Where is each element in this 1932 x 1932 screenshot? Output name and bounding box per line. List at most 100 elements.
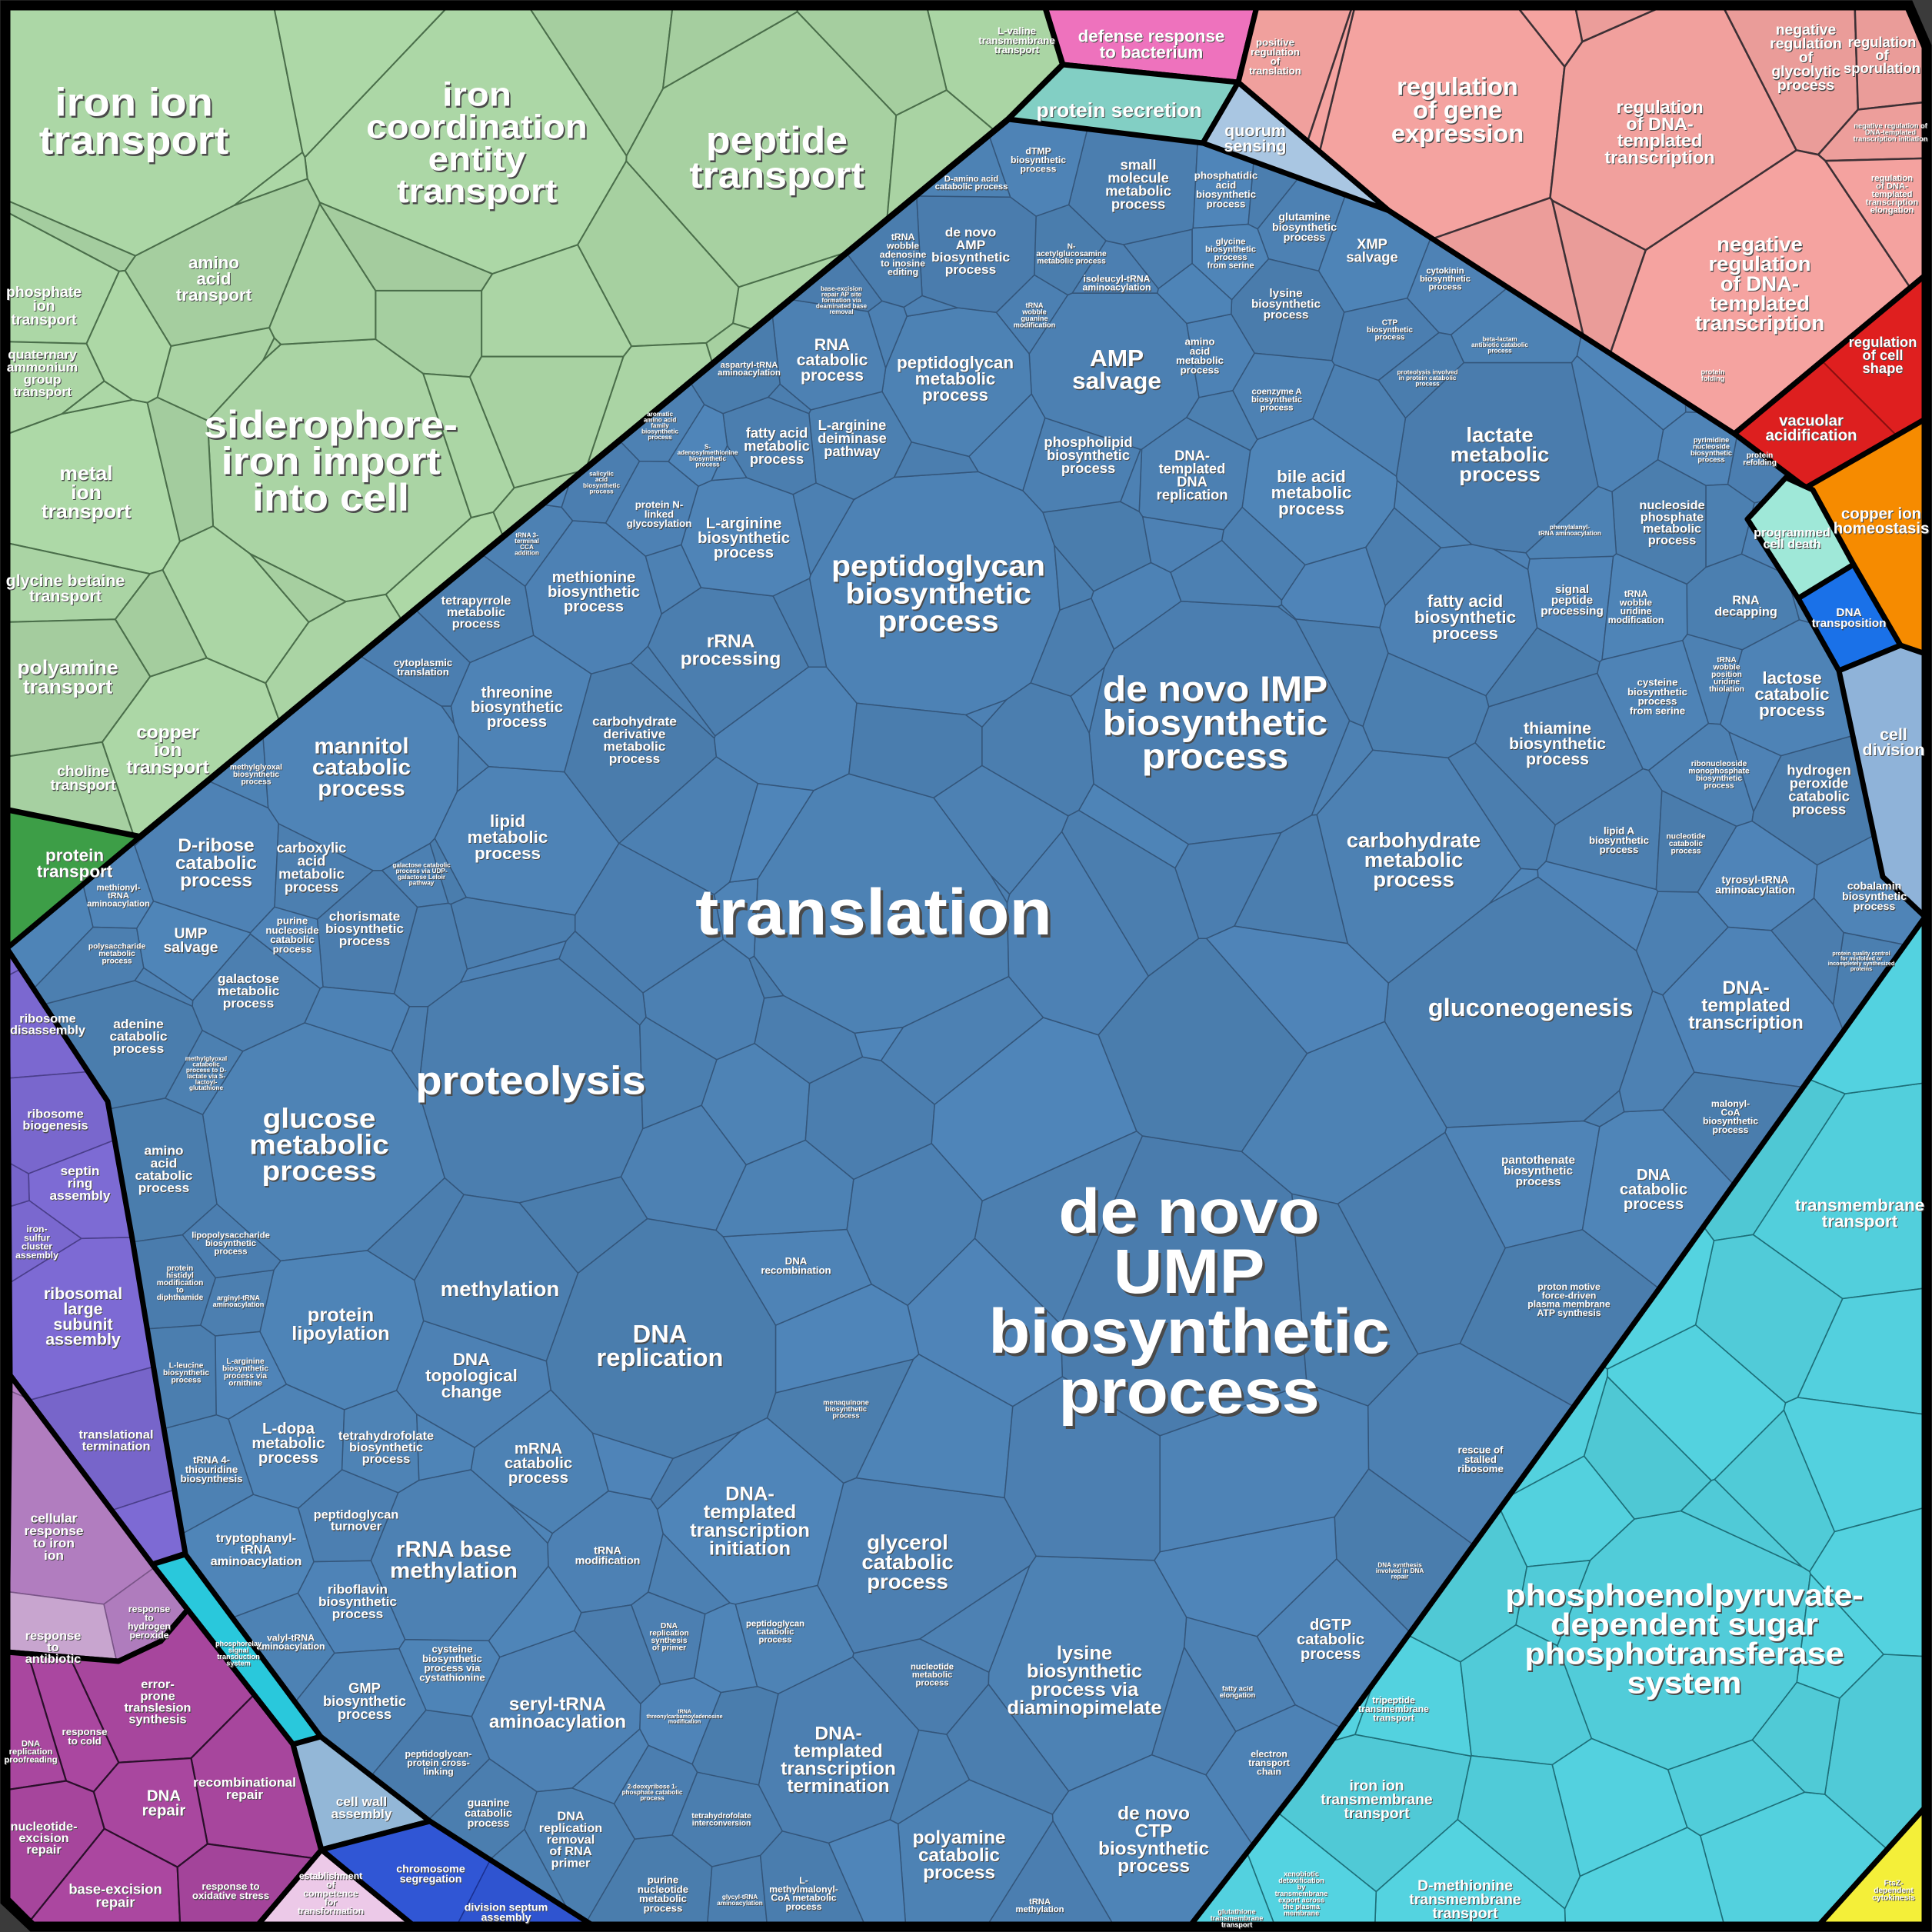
svg-text:proteolysis: proteolysis <box>415 1058 646 1103</box>
svg-text:protein secretion: protein secretion <box>1036 98 1201 122</box>
svg-text:protein secretion: protein secretion <box>1038 99 1203 122</box>
svg-text:phenylalanyl-tRNA aminoacylati: phenylalanyl-tRNA aminoacylation <box>1539 525 1602 538</box>
svg-text:gluconeogenesis: gluconeogenesis <box>1428 994 1634 1021</box>
svg-text:methylation: methylation <box>441 1277 560 1301</box>
svg-text:proteolysis: proteolysis <box>417 1061 648 1105</box>
